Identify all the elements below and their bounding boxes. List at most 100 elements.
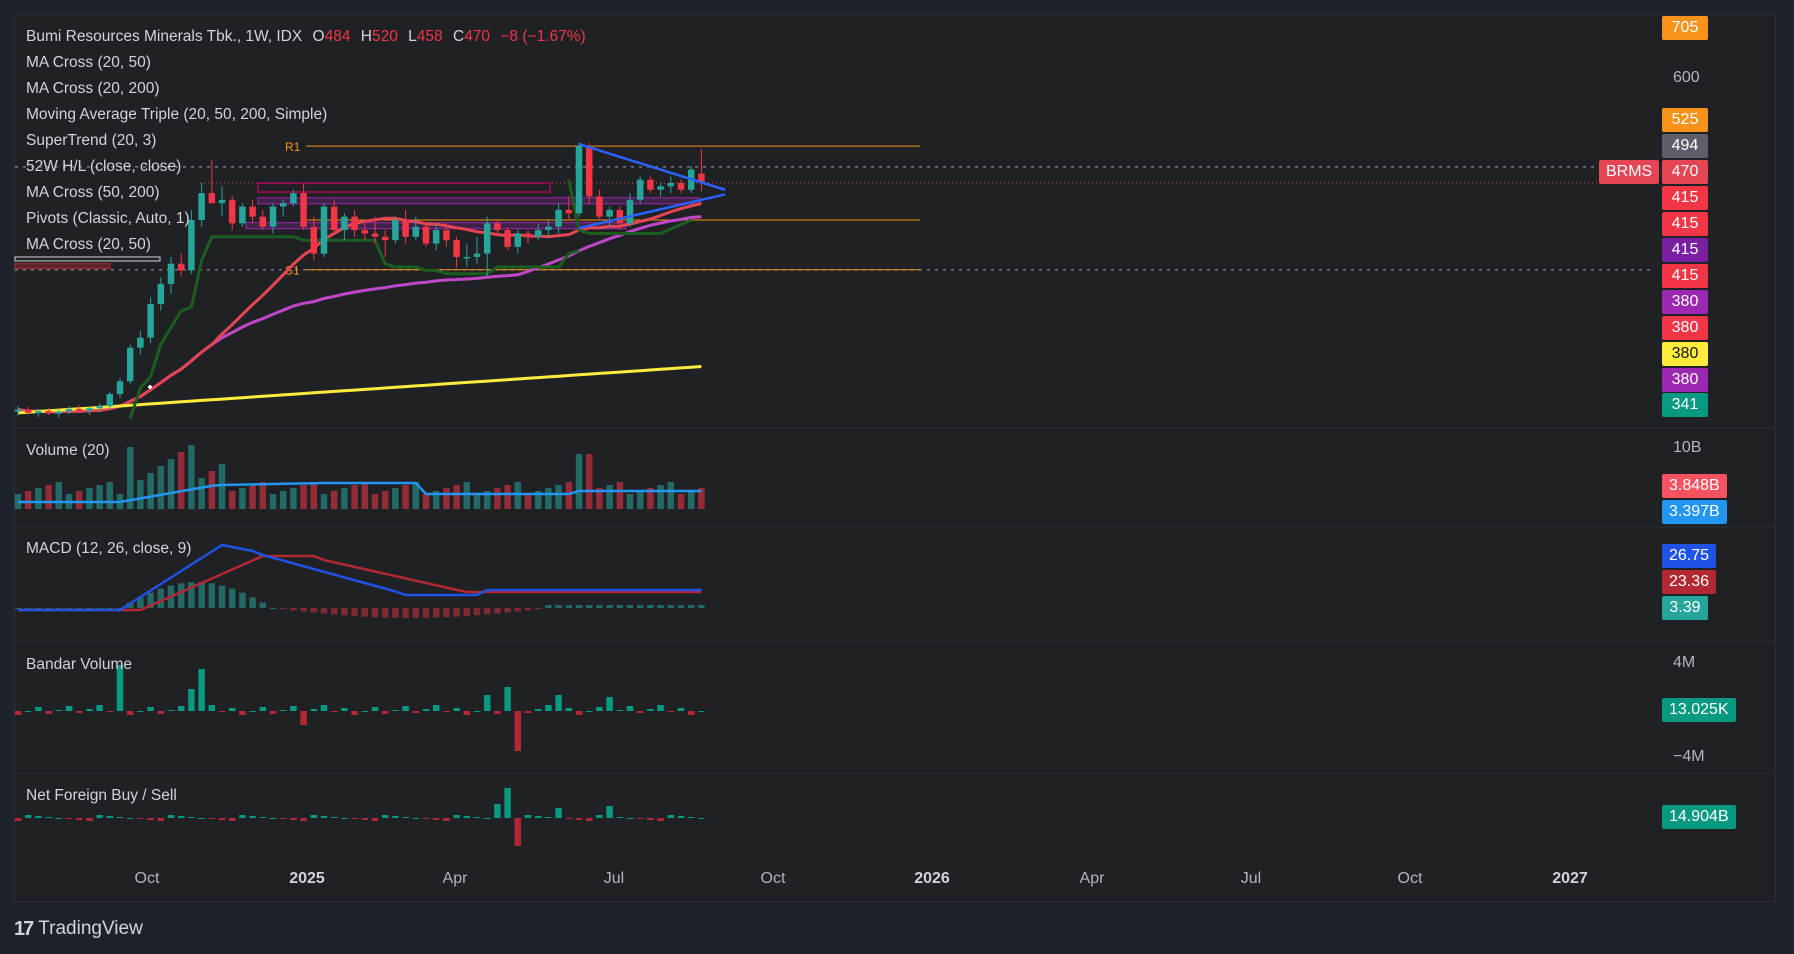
- indicator-legend-ma-triple[interactable]: Moving Average Triple (20, 50, 200, Simp…: [26, 106, 328, 123]
- volume-bar: [188, 445, 195, 509]
- candle-body: [524, 233, 532, 237]
- net-foreign-bar: [443, 818, 450, 821]
- net-foreign-bar: [177, 816, 185, 818]
- macd-histogram-bar: [106, 608, 114, 609]
- range-box-purple-upper: [257, 197, 701, 205]
- volume-bar: [463, 482, 471, 509]
- macd-histogram-bar: [657, 605, 664, 608]
- tradingview-brand[interactable]: 17 TradingView: [14, 916, 143, 942]
- volume-bar: [320, 494, 328, 509]
- net-foreign-bar: [259, 817, 267, 818]
- macd-histogram-bar: [279, 608, 287, 610]
- bandar-volume-bar: [75, 711, 83, 713]
- ma200-line: [17, 365, 702, 415]
- net-foreign-bar: [647, 818, 654, 820]
- time-axis-label: 2027: [1552, 870, 1588, 887]
- macd-histogram-bar: [137, 597, 144, 608]
- candle-body: [330, 206, 338, 231]
- foreign-pane-title[interactable]: Net Foreign Buy / Sell: [26, 787, 177, 804]
- macd-histogram-bar: [698, 605, 705, 608]
- chart-frame[interactable]: [14, 14, 1776, 902]
- volume-bar: [575, 454, 583, 509]
- volume-bar: [381, 491, 389, 509]
- volume-bar: [422, 494, 430, 509]
- macd-histogram-bar: [524, 608, 532, 611]
- candle-body: [402, 220, 409, 237]
- indicator-legend-ma-cross-20-50-b[interactable]: MA Cross (20, 50): [26, 236, 151, 253]
- bandar-axis-neg4m: −4M: [1673, 748, 1705, 765]
- price-tag: 415: [1662, 186, 1708, 210]
- candle-body: [188, 220, 195, 271]
- candle-body: [351, 216, 358, 231]
- symbol-tag: BRMS: [1599, 160, 1660, 184]
- macd-histogram-bar: [514, 608, 522, 612]
- bandar-volume-bar: [351, 711, 358, 715]
- net-foreign-bar: [402, 817, 409, 818]
- volume-bar: [126, 447, 134, 509]
- net-foreign-bar: [75, 818, 83, 820]
- net-foreign-bar: [494, 804, 501, 818]
- net-foreign-bar: [422, 818, 430, 819]
- macd-histogram-bar: [555, 605, 562, 608]
- volume-pane-title[interactable]: Volume (20): [26, 442, 110, 459]
- time-axis-label: Jul: [603, 870, 625, 887]
- legend-symbol-row[interactable]: Bumi Resources Minerals Tbk., 1W, IDX O4…: [26, 27, 586, 47]
- macd-histogram-bar: [402, 608, 409, 618]
- indicator-legend-supertrend[interactable]: SuperTrend (20, 3): [26, 132, 157, 149]
- candle-body: [341, 216, 348, 231]
- candle-body: [657, 186, 664, 190]
- macd-histogram-bar: [45, 608, 52, 609]
- volume-bar: [167, 459, 175, 509]
- bandar-volume-bar: [698, 711, 705, 712]
- high-label: H: [360, 28, 372, 45]
- volume-bar: [290, 488, 297, 509]
- macd-histogram-bar: [208, 583, 216, 608]
- macd-histogram-bar: [320, 608, 328, 614]
- bandar-volume-bar: [616, 710, 624, 711]
- volume-bar: [55, 482, 63, 509]
- macd-histogram-bar: [534, 608, 542, 610]
- bandar-volume-bar: [575, 711, 583, 715]
- candle-body: [106, 394, 114, 407]
- macd-pane-title[interactable]: MACD (12, 26, close, 9): [26, 540, 192, 557]
- bandar-volume-bar: [392, 710, 399, 711]
- volume-bar: [371, 494, 379, 509]
- indicator-legend-pivots[interactable]: Pivots (Classic, Auto, 1): [26, 210, 190, 227]
- bandar-volume-bar: [24, 711, 32, 712]
- supertrend-line-recent: [567, 179, 692, 235]
- net-foreign-bar: [371, 818, 379, 821]
- indicator-legend-52w-hl[interactable]: 52W H/L (close, close): [26, 158, 182, 175]
- volume-bar: [269, 494, 277, 509]
- bandar-pane-title[interactable]: Bandar Volume: [26, 656, 132, 673]
- volume-bar: [392, 488, 399, 509]
- indicator-legend-ma-cross-50-200[interactable]: MA Cross (50, 200): [26, 184, 160, 201]
- bandar-volume-bar: [269, 711, 277, 714]
- candle-body: [585, 146, 593, 197]
- time-axis-label: 2025: [289, 870, 325, 887]
- volume-bar: [402, 485, 409, 509]
- bandar-volume-bar: [208, 705, 216, 711]
- volume-bar: [198, 478, 205, 509]
- bandar-volume-bar: [687, 711, 695, 715]
- macd-histogram-bar: [55, 608, 63, 609]
- volume-bar: [330, 491, 338, 509]
- volume-bar: [687, 491, 695, 509]
- candle-body: [137, 337, 144, 348]
- bandar-volume-bar: [371, 707, 379, 711]
- volume-bar: [647, 488, 654, 509]
- bandar-volume-bar: [585, 711, 593, 712]
- candle-body: [96, 406, 103, 409]
- indicator-legend-ma-cross-20-50[interactable]: MA Cross (20, 50): [26, 54, 151, 71]
- macd-histogram-bar: [606, 605, 613, 608]
- volume-bar: [443, 488, 450, 509]
- net-foreign-bar: [575, 818, 583, 820]
- indicator-legend-ma-cross-20-200[interactable]: MA Cross (20, 200): [26, 80, 160, 97]
- candle-body: [698, 173, 705, 184]
- price-tag: 415: [1662, 238, 1708, 262]
- net-foreign-bar: [545, 817, 552, 818]
- net-foreign-bar: [565, 818, 573, 819]
- macd-histogram-bar: [147, 592, 154, 608]
- bandar-volume-bar: [402, 706, 409, 711]
- bandar-volume-bar: [626, 706, 634, 711]
